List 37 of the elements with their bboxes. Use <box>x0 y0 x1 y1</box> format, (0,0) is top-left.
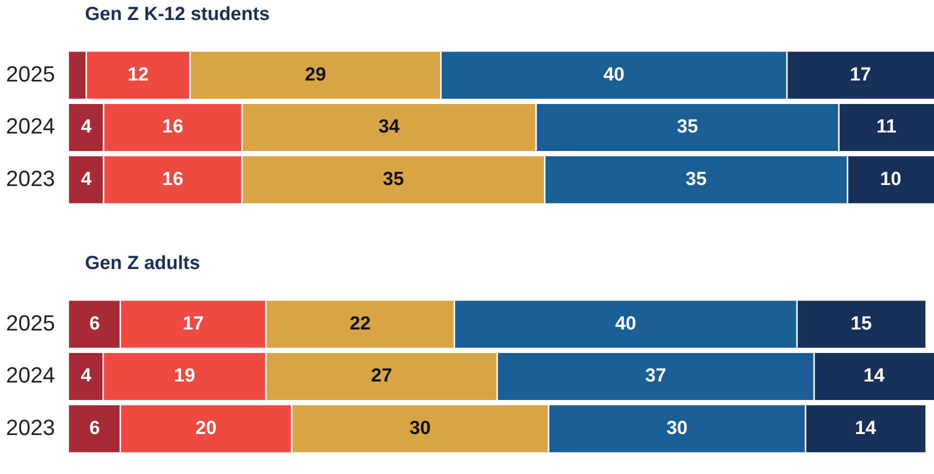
data-label: 35 <box>676 116 698 138</box>
data-label: 29 <box>304 64 326 86</box>
data-label: 4 <box>80 168 92 190</box>
data-label: 20 <box>195 418 217 439</box>
data-label: 11 <box>876 116 897 138</box>
chart-title: Gen Z adults <box>84 252 202 276</box>
y-tick-label: 2025 <box>6 61 55 86</box>
data-label: 15 <box>850 314 872 335</box>
data-label: 40 <box>603 64 624 86</box>
data-label: 37 <box>645 366 666 387</box>
data-label: 40 <box>615 314 636 335</box>
data-label: 22 <box>350 314 371 335</box>
data-label: 34 <box>378 116 400 138</box>
data-label: 30 <box>410 418 431 439</box>
data-label: 12 <box>128 64 149 86</box>
data-label: 14 <box>854 418 876 439</box>
y-tick-label: 2025 <box>6 310 55 336</box>
data-label: 4 <box>80 366 92 387</box>
y-tick-label: 2023 <box>6 166 55 191</box>
data-label: 19 <box>174 366 196 387</box>
data-label: 35 <box>686 168 708 190</box>
y-tick-label: 2024 <box>6 362 55 388</box>
chart-title: Gen Z K-12 students <box>84 3 271 27</box>
data-label: 16 <box>162 168 184 190</box>
data-label: 30 <box>666 418 688 439</box>
data-label: 17 <box>850 64 872 86</box>
data-label: 4 <box>80 116 92 138</box>
data-label: 27 <box>370 366 392 387</box>
data-label: 6 <box>89 418 100 439</box>
data-label: 14 <box>863 366 886 387</box>
data-label: 10 <box>880 168 902 190</box>
data-label: 16 <box>162 116 184 138</box>
data-label: 17 <box>182 314 204 335</box>
y-tick-label: 2023 <box>6 414 55 440</box>
data-label: 6 <box>89 314 100 335</box>
y-tick-label: 2024 <box>6 114 55 139</box>
data-label: 35 <box>382 168 404 190</box>
